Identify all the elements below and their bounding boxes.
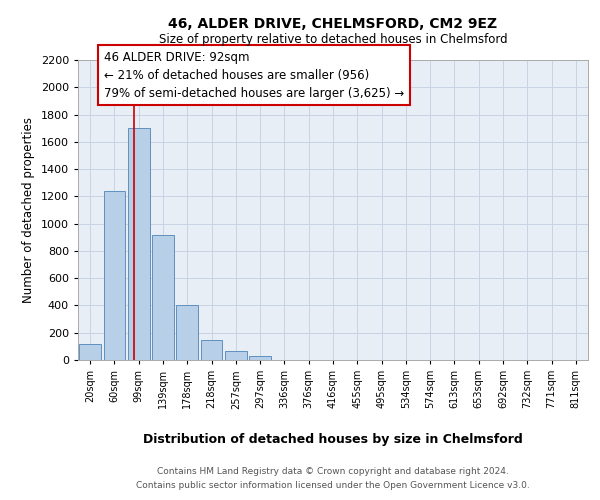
Bar	[249, 356, 271, 360]
Bar	[152, 234, 174, 360]
Text: Contains HM Land Registry data © Crown copyright and database right 2024.: Contains HM Land Registry data © Crown c…	[157, 468, 509, 476]
Bar	[225, 351, 247, 360]
Bar	[176, 306, 198, 360]
Bar	[128, 128, 149, 360]
Text: Distribution of detached houses by size in Chelmsford: Distribution of detached houses by size …	[143, 432, 523, 446]
Bar	[104, 191, 125, 360]
Text: Contains public sector information licensed under the Open Government Licence v3: Contains public sector information licen…	[136, 481, 530, 490]
Text: Size of property relative to detached houses in Chelmsford: Size of property relative to detached ho…	[158, 32, 508, 46]
Text: 46 ALDER DRIVE: 92sqm
← 21% of detached houses are smaller (956)
79% of semi-det: 46 ALDER DRIVE: 92sqm ← 21% of detached …	[104, 50, 404, 100]
Bar	[79, 344, 101, 360]
Text: 46, ALDER DRIVE, CHELMSFORD, CM2 9EZ: 46, ALDER DRIVE, CHELMSFORD, CM2 9EZ	[169, 18, 497, 32]
Bar	[200, 340, 223, 360]
Y-axis label: Number of detached properties: Number of detached properties	[22, 117, 35, 303]
